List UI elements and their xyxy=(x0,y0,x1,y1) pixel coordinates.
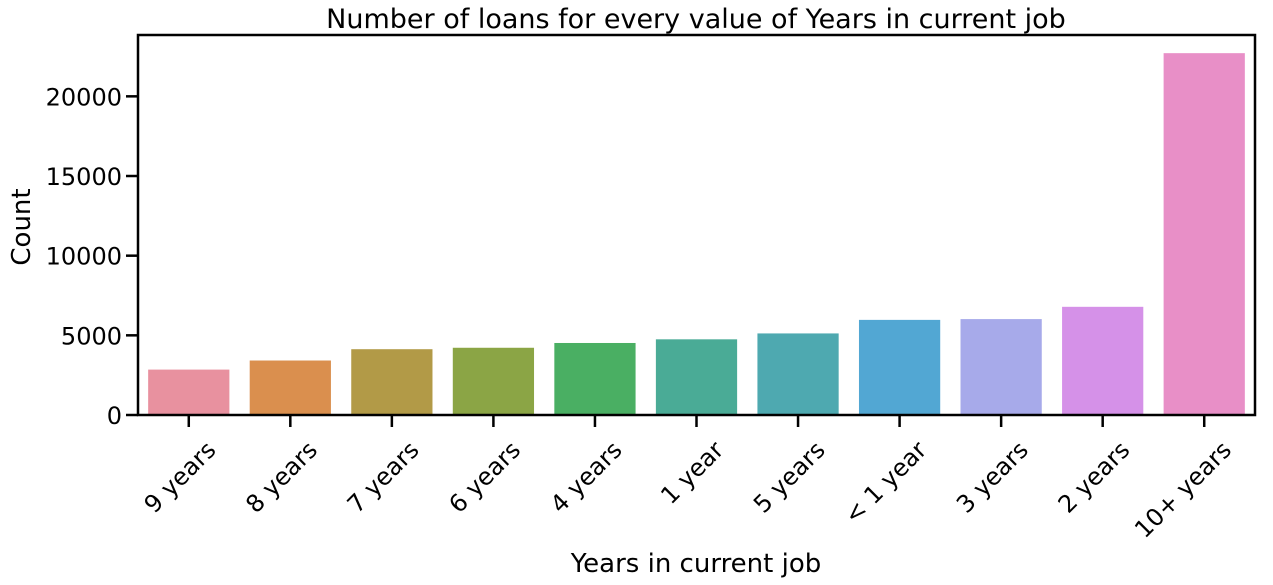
x-tick-label-0: 9 years xyxy=(139,436,222,519)
bar-0 xyxy=(148,369,230,415)
x-tick-label-5: 1 year xyxy=(655,436,729,510)
bar-4 xyxy=(554,342,636,415)
x-axis-label: Years in current job xyxy=(570,549,822,579)
x-tick-label-7: < 1 year xyxy=(839,436,933,530)
y-tick-label-1: 5000 xyxy=(61,322,122,350)
bar-5 xyxy=(655,339,738,415)
bars-layer xyxy=(148,53,1245,416)
x-tick-label-2: 7 years xyxy=(342,436,425,519)
bar-1 xyxy=(249,360,331,415)
y-tick-label-0: 0 xyxy=(107,402,122,430)
axes-layer: 0 5000 10000 15000 20000 9 years 8 years 7 year… xyxy=(46,33,1257,544)
bar-3 xyxy=(452,347,535,415)
bar-9 xyxy=(1062,306,1144,415)
chart-title: Number of loans for every value of Years… xyxy=(326,4,1066,35)
bar-7 xyxy=(858,319,941,415)
y-tick-label-3: 15000 xyxy=(46,163,122,191)
x-tick-label-6: 5 years xyxy=(748,436,831,519)
bar-2 xyxy=(351,349,433,415)
y-tick-label-4: 20000 xyxy=(46,83,122,111)
x-tick-label-4: 4 years xyxy=(545,436,628,519)
y-tick-label-2: 10000 xyxy=(46,243,122,271)
bar-6 xyxy=(757,333,839,415)
bar-10 xyxy=(1163,53,1245,416)
x-tick-label-1: 8 years xyxy=(240,436,323,519)
bar-8 xyxy=(960,319,1042,415)
x-tick-label-3: 6 years xyxy=(443,436,526,519)
x-tick-label-9: 2 years xyxy=(1053,436,1136,519)
y-axis-label: Count xyxy=(7,188,37,265)
x-tick-label-10: 10+ years xyxy=(1129,436,1237,544)
x-tick-label-8: 3 years xyxy=(951,436,1034,519)
